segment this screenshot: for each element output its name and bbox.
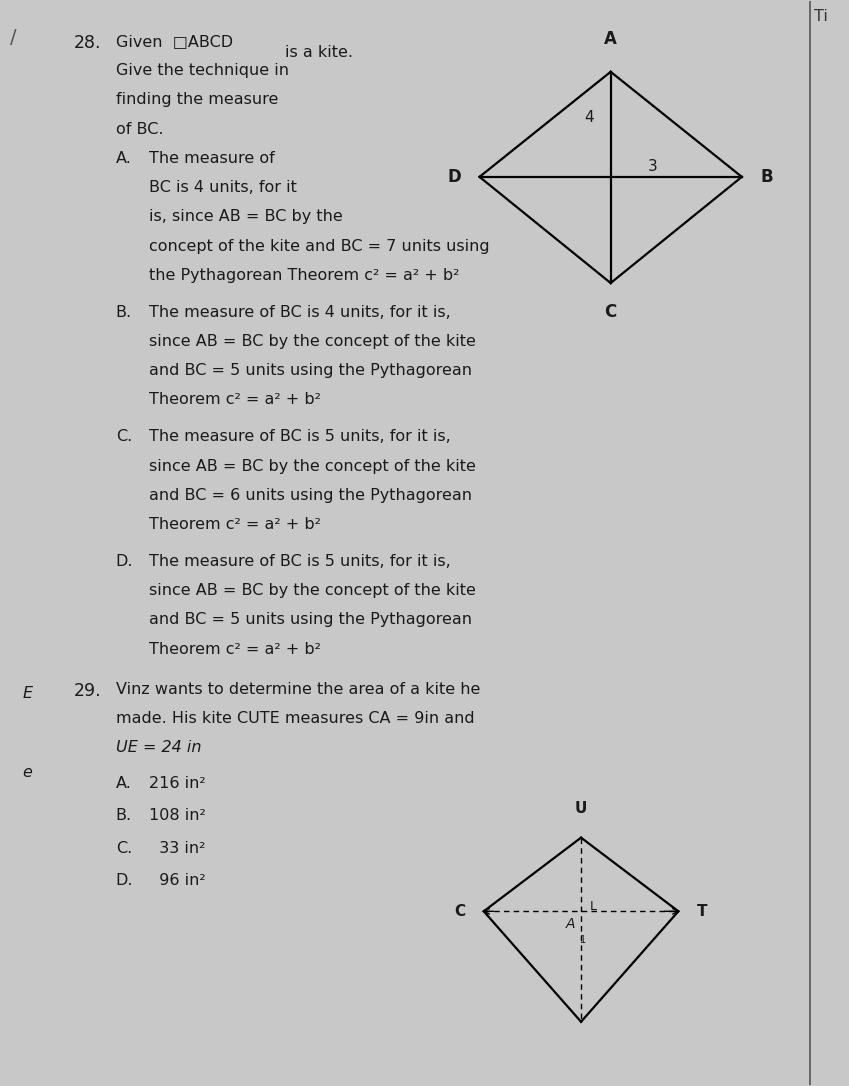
Text: The measure of BC is 5 units, for it is,: The measure of BC is 5 units, for it is, [149,429,451,444]
Text: 3: 3 [648,159,658,174]
Text: C: C [454,904,465,919]
Text: 216 in²: 216 in² [149,775,206,791]
Text: T: T [697,904,707,919]
Text: The measure of: The measure of [149,151,275,166]
Text: Given  □ABCD: Given □ABCD [115,34,233,49]
Text: 96 in²: 96 in² [149,873,206,888]
Text: U: U [575,801,588,816]
Text: B.: B. [115,808,132,823]
Text: and BC = 5 units using the Pythagorean: and BC = 5 units using the Pythagorean [149,613,473,628]
Text: Theorem c² = a² + b²: Theorem c² = a² + b² [149,392,322,407]
Text: the Pythagorean Theorem c² = a² + b²: the Pythagorean Theorem c² = a² + b² [149,268,460,282]
Text: E: E [23,686,32,700]
Text: 1: 1 [580,935,586,945]
Text: L: L [590,900,597,913]
Text: Theorem c² = a² + b²: Theorem c² = a² + b² [149,517,322,532]
Text: A: A [565,918,575,932]
Text: Give the technique in: Give the technique in [115,63,289,78]
Text: The measure of BC is 5 units, for it is,: The measure of BC is 5 units, for it is, [149,554,451,569]
Text: C.: C. [115,841,132,856]
Text: C.: C. [115,429,132,444]
Text: is a kite.: is a kite. [285,45,353,60]
Text: made. His kite CUTE measures CA = 9in and: made. His kite CUTE measures CA = 9in an… [115,711,475,725]
Text: C: C [604,303,616,320]
Text: A: A [604,30,617,48]
Text: finding the measure: finding the measure [115,92,278,108]
Text: A.: A. [115,775,132,791]
Text: of BC.: of BC. [115,122,163,137]
Text: e: e [23,765,32,780]
Text: and BC = 6 units using the Pythagorean: and BC = 6 units using the Pythagorean [149,488,473,503]
Text: B.: B. [115,305,132,319]
Text: Vinz wants to determine the area of a kite he: Vinz wants to determine the area of a ki… [115,682,480,696]
Text: 108 in²: 108 in² [149,808,206,823]
Text: concept of the kite and BC = 7 units using: concept of the kite and BC = 7 units usi… [149,239,490,254]
Text: Ti: Ti [813,9,828,24]
Text: since AB = BC by the concept of the kite: since AB = BC by the concept of the kite [149,333,476,349]
Text: 4: 4 [585,110,594,125]
Text: and BC = 5 units using the Pythagorean: and BC = 5 units using the Pythagorean [149,363,473,378]
Text: A.: A. [115,151,132,166]
Text: 29.: 29. [73,682,101,699]
Text: UE = 24 in: UE = 24 in [115,741,201,755]
Text: since AB = BC by the concept of the kite: since AB = BC by the concept of the kite [149,583,476,598]
Text: D.: D. [115,554,133,569]
Text: since AB = BC by the concept of the kite: since AB = BC by the concept of the kite [149,458,476,473]
Text: BC is 4 units, for it: BC is 4 units, for it [149,180,297,195]
Text: 33 in²: 33 in² [149,841,205,856]
Text: /: / [10,28,16,48]
Text: The measure of BC is 4 units, for it is,: The measure of BC is 4 units, for it is, [149,305,451,319]
Text: B: B [761,168,773,186]
Text: Theorem c² = a² + b²: Theorem c² = a² + b² [149,642,322,657]
Text: is, since AB = BC by the: is, since AB = BC by the [149,210,343,225]
Text: 28.: 28. [73,34,101,52]
Text: D.: D. [115,873,133,888]
Text: D: D [447,168,461,186]
